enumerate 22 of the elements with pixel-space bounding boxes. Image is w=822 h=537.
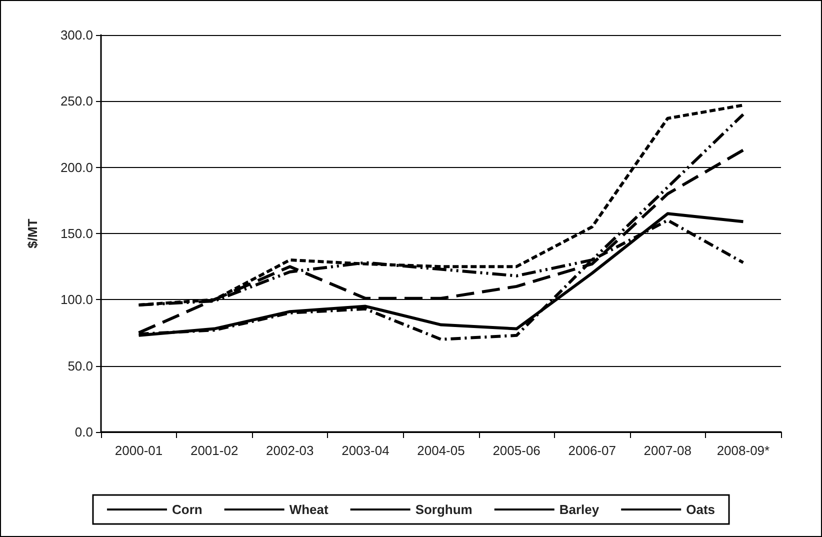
x-tick-label: 2003-04 (342, 443, 390, 458)
legend-label: Oats (686, 502, 716, 517)
x-tick-label: 2002-03 (266, 443, 314, 458)
y-tick-label: 250.0 (60, 94, 93, 109)
y-tick-label: 300.0 (60, 28, 93, 42)
x-tick-label: 2006-07 (568, 443, 616, 458)
y-tick-label: 50.0 (68, 358, 93, 374)
legend-label: Corn (172, 502, 202, 517)
x-tick-label: 2001-02 (190, 443, 238, 458)
y-tick-label: 100.0 (60, 292, 93, 308)
legend-label: Wheat (289, 502, 329, 517)
y-tick-label: 150.0 (60, 226, 93, 241)
x-tick-label: 2007-08 (644, 443, 692, 458)
legend-label: Barley (559, 502, 600, 517)
x-tick-label: 2008-09* (716, 443, 770, 458)
y-tick-label: 200.0 (60, 160, 93, 175)
y-tick-label: 0.0 (74, 424, 93, 440)
legend-label: Sorghum (415, 502, 472, 517)
x-tick-label: 2004-05 (417, 443, 465, 458)
y-axis-title: $/MT (25, 218, 40, 248)
x-tick-label: 2005-06 (492, 443, 540, 458)
x-tick-label: 2000-01 (114, 443, 163, 458)
